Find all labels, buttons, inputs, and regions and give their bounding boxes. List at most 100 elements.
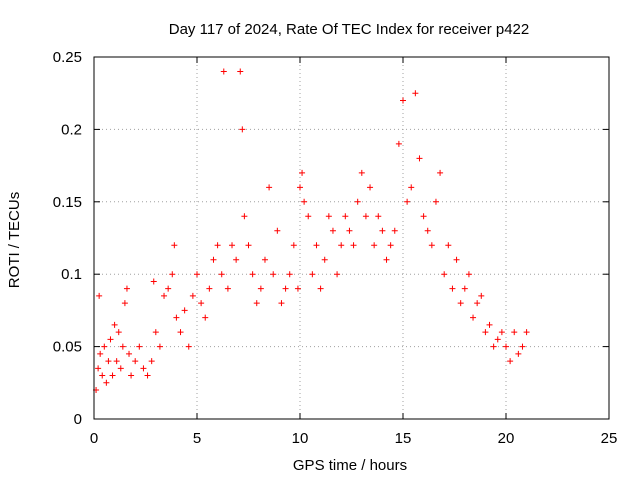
data-point — [239, 126, 246, 133]
data-point — [123, 285, 130, 292]
data-point — [309, 271, 316, 278]
data-point — [109, 372, 116, 379]
data-point — [449, 285, 456, 292]
data-point — [144, 372, 151, 379]
data-point — [445, 242, 452, 249]
data-point — [136, 343, 143, 350]
data-point — [148, 358, 155, 365]
data-point — [107, 336, 114, 343]
data-point — [161, 292, 168, 299]
data-point — [229, 242, 236, 249]
data-point — [132, 358, 139, 365]
data-point — [274, 227, 281, 234]
data-point — [354, 198, 361, 205]
y-tick-label: 0.1 — [61, 266, 82, 283]
data-point — [375, 213, 382, 220]
plot-frame — [93, 56, 610, 420]
data-point — [404, 198, 411, 205]
data-point — [498, 329, 505, 336]
data-point — [441, 271, 448, 278]
y-tick-label: 0.05 — [53, 339, 82, 356]
data-point — [437, 169, 444, 176]
data-point — [282, 285, 289, 292]
data-point — [461, 285, 468, 292]
data-point — [97, 350, 104, 357]
data-point — [362, 213, 369, 220]
data-point — [371, 242, 378, 249]
chart-title: Day 117 of 2024, Rate Of TEC Index for r… — [169, 21, 529, 38]
data-points — [93, 68, 530, 394]
data-point — [105, 358, 112, 365]
data-point — [412, 90, 419, 97]
data-point — [358, 169, 365, 176]
data-point — [350, 242, 357, 249]
y-axis-label: ROTI / TECUs — [6, 192, 23, 288]
data-point — [210, 256, 217, 263]
data-point — [173, 314, 180, 321]
data-point — [383, 256, 390, 263]
data-point — [420, 213, 427, 220]
data-point — [111, 321, 118, 328]
data-point — [313, 242, 320, 249]
data-point — [494, 336, 501, 343]
data-point — [198, 300, 205, 307]
data-point — [428, 242, 435, 249]
data-point — [245, 242, 252, 249]
data-point — [424, 227, 431, 234]
data-point — [140, 365, 147, 372]
data-point — [408, 184, 415, 191]
data-point — [515, 350, 522, 357]
data-point — [185, 343, 192, 350]
data-point — [290, 242, 297, 249]
x-tick-label: 5 — [193, 430, 201, 447]
data-point — [181, 307, 188, 314]
data-point — [305, 213, 312, 220]
data-point — [156, 343, 163, 350]
data-point — [266, 184, 273, 191]
data-point — [150, 278, 157, 285]
data-point — [177, 329, 184, 336]
data-point — [253, 300, 260, 307]
data-point — [119, 343, 126, 350]
data-point — [465, 271, 472, 278]
data-point — [317, 285, 324, 292]
data-point — [224, 285, 231, 292]
data-point — [113, 358, 120, 365]
data-point — [152, 329, 159, 336]
data-point — [453, 256, 460, 263]
data-point — [367, 184, 374, 191]
y-tick-label: 0.2 — [61, 121, 82, 138]
data-point — [169, 271, 176, 278]
x-tick-label: 15 — [395, 430, 412, 447]
data-point — [189, 292, 196, 299]
data-point — [523, 329, 530, 336]
data-point — [115, 329, 122, 336]
data-point — [206, 285, 213, 292]
data-point — [470, 314, 477, 321]
data-point — [503, 343, 509, 350]
data-point — [482, 329, 489, 336]
data-point — [329, 227, 336, 234]
data-point — [126, 350, 133, 357]
data-point — [214, 242, 221, 249]
data-point — [237, 68, 244, 75]
y-tick-label: 0.15 — [53, 194, 82, 211]
data-point — [241, 213, 248, 220]
x-axis-label: GPS time / hours — [293, 457, 407, 474]
data-point — [379, 227, 386, 234]
data-point — [101, 343, 108, 350]
data-point — [194, 271, 200, 278]
data-point — [457, 300, 464, 307]
y-tick-label: 0 — [74, 411, 82, 428]
data-point — [165, 285, 172, 292]
data-point — [99, 372, 106, 379]
data-point — [346, 227, 353, 234]
data-point — [321, 256, 328, 263]
data-point — [96, 292, 103, 299]
data-point — [128, 372, 135, 379]
data-point — [220, 68, 227, 75]
data-point — [511, 329, 518, 336]
data-point — [486, 321, 493, 328]
x-tick-label: 0 — [90, 430, 98, 447]
y-tick-label: 0.25 — [53, 49, 82, 66]
